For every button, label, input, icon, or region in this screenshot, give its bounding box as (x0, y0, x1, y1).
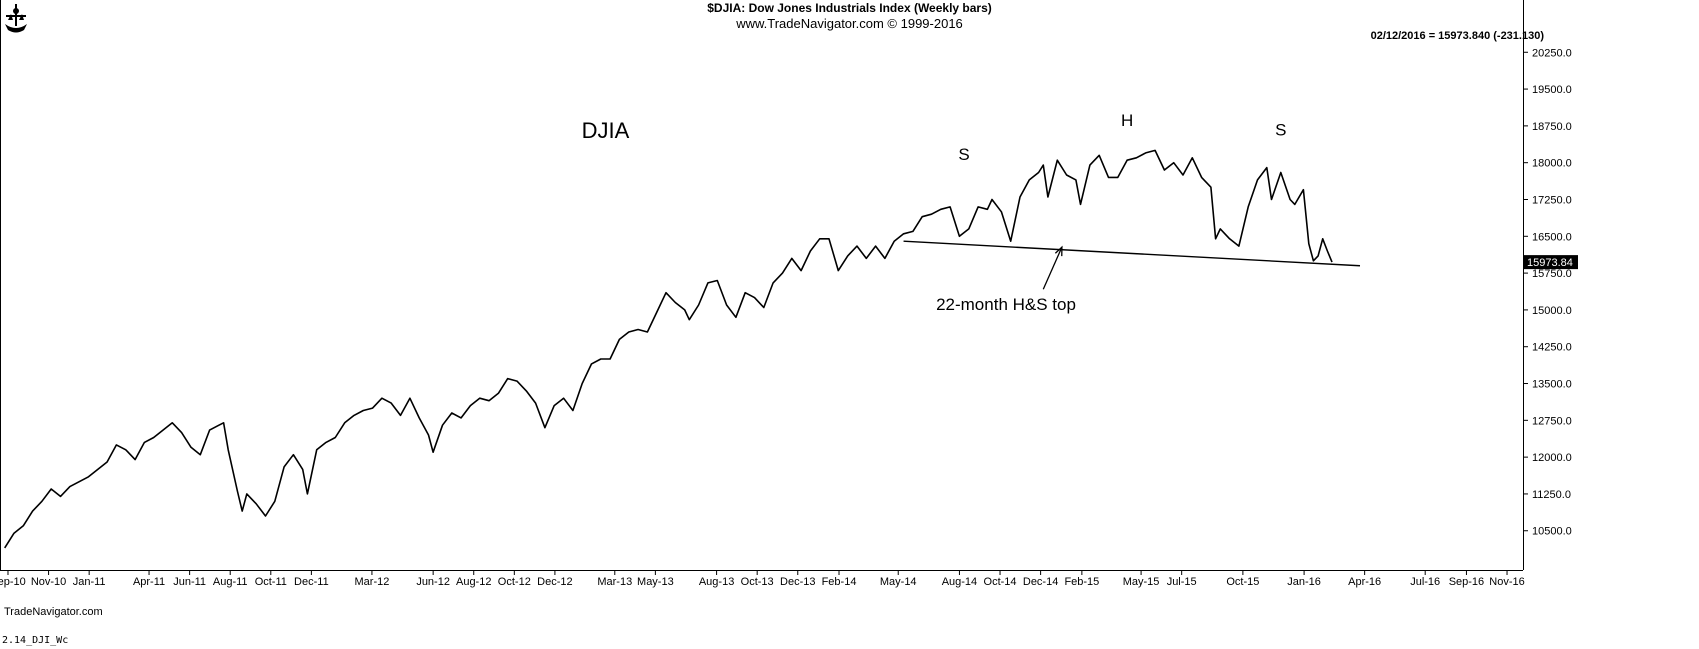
chart-annotation: H (1121, 111, 1133, 130)
x-tick-label: Jul-16 (1410, 576, 1440, 588)
x-tick-label: May-13 (637, 576, 674, 588)
annotation-arrow-head (1054, 245, 1063, 257)
annotation-arrow-shaft (1042, 246, 1063, 290)
x-tick-label: Dec-12 (537, 576, 572, 588)
x-tick-label: Sep-16 (1449, 576, 1484, 588)
x-tick-label: Apr-16 (1348, 576, 1381, 588)
x-tick-label: Oct-14 (984, 576, 1017, 588)
trade-navigator-logo-icon (2, 2, 30, 41)
y-axis: 10500.0 11250.0 12000.0 12750.0 13500.0 14250… (1523, 0, 1578, 570)
y-tick-label: 11250.0 (1532, 489, 1571, 501)
y-tick-label: 12000.0 (1532, 452, 1572, 464)
neckline-trendline (903, 240, 1361, 267)
x-tick-label: Dec-14 (1023, 576, 1058, 588)
x-tick-label: Apr-11 (133, 576, 165, 588)
y-tick-label: 20250.0 (1532, 47, 1572, 59)
chart-title: $DJIA: Dow Jones Industrials Index (Week… (707, 1, 992, 15)
x-tick-label: Aug-13 (699, 576, 734, 588)
x-tick-label: Dec-11 (294, 576, 329, 588)
plot-area (0, 0, 1361, 570)
x-tick-label: Oct-13 (741, 576, 774, 588)
x-tick-label: Aug-14 (942, 576, 977, 588)
y-tick-label: 10500.0 (1532, 526, 1572, 538)
chart-code-label: 2.14_DJI_Wc (2, 635, 69, 646)
y-tick-label: 19500.0 (1532, 84, 1572, 96)
last-value-tag-box (1524, 255, 1578, 270)
y-tick-label: 16500.0 (1532, 231, 1572, 243)
y-tick-label: 17250.0 (1532, 194, 1572, 206)
x-tick-label: Nov-10 (31, 576, 66, 588)
y-tick-label: 12750.0 (1532, 415, 1572, 427)
x-tick-label: Mar-13 (597, 576, 632, 588)
y-tick-label: 13500.0 (1532, 379, 1572, 391)
x-tick-label: Sep-10 (0, 576, 26, 588)
last-quote-readout: 02/12/2016 = 15973.840 (-231.130) (1370, 30, 1544, 42)
x-tick-label: Oct-11 (255, 576, 287, 588)
chart-annotation: S (958, 145, 969, 164)
x-tick-label: Oct-15 (1226, 576, 1259, 588)
chart-annotation: DJIA (582, 118, 630, 143)
y-tick-label: 14250.0 (1532, 342, 1572, 354)
x-axis: Sep-10 Nov-10 Jan-11 Apr-11 Jun-11 Aug-11 Oct-… (0, 570, 1525, 588)
x-tick-label: May-14 (880, 576, 917, 588)
brand-label: TradeNavigator.com (4, 606, 103, 618)
y-tick-label: 18750.0 (1532, 121, 1572, 133)
last-value-tag-label: 15973.84 (1527, 257, 1573, 269)
x-tick-label: Nov-16 (1489, 576, 1524, 588)
x-tick-label: Jan-11 (73, 576, 106, 588)
x-tick-label: Jan-16 (1287, 576, 1321, 588)
x-tick-label: Feb-15 (1064, 576, 1099, 588)
x-tick-label: Mar-12 (355, 576, 390, 588)
chart-subtitle: www.TradeNavigator.com © 1999-2016 (736, 16, 963, 31)
y-tick-label: 15000.0 (1532, 305, 1572, 317)
x-tick-label: Oct-12 (498, 576, 531, 588)
price-series-line (4, 149, 1333, 549)
y-tick-label: 15750.0 (1532, 268, 1572, 280)
x-tick-label: Jul-15 (1167, 576, 1197, 588)
x-tick-label: Dec-13 (780, 576, 815, 588)
x-tick-label: Feb-14 (822, 576, 857, 588)
x-tick-label: Jun-11 (173, 576, 206, 588)
x-tick-label: Aug-11 (213, 576, 248, 588)
annotations: DJIA S H S 22-month H&S top (582, 111, 1287, 314)
x-tick-label: Jun-12 (416, 576, 450, 588)
y-tick-label: 18000.0 (1532, 158, 1572, 170)
chart-annotation: 22-month H&S top (936, 295, 1076, 314)
chart-annotation: S (1275, 121, 1286, 140)
x-tick-label: Aug-12 (456, 576, 491, 588)
x-tick-label: May-15 (1123, 576, 1160, 588)
